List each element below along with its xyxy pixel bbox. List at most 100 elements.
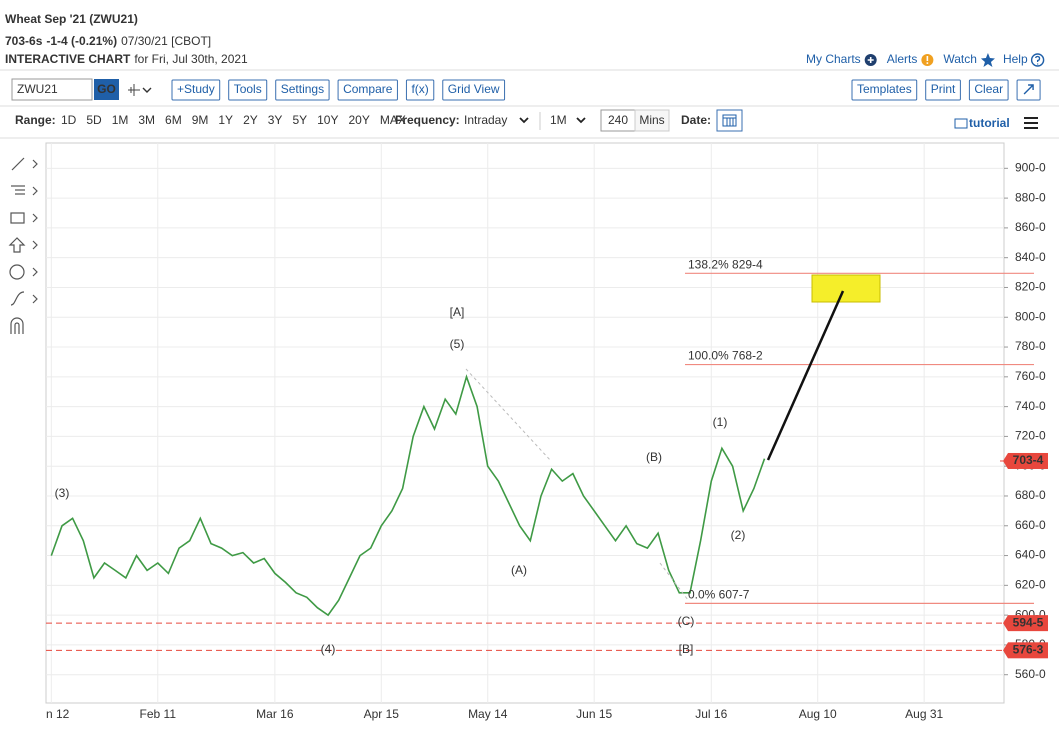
toolbar-button[interactable]: Templates — [851, 79, 918, 101]
icon — [1035, 55, 1041, 65]
range-option[interactable]: 1Y — [218, 113, 233, 127]
menu-icon[interactable] — [1024, 117, 1038, 129]
toolbar-button[interactable]: f(x) — [405, 79, 435, 101]
button-frame[interactable] — [337, 79, 398, 101]
symbol-input[interactable] — [11, 78, 93, 101]
go-button[interactable] — [94, 79, 119, 100]
calendar-button[interactable] — [716, 109, 743, 132]
range-option[interactable]: 5Y — [292, 113, 307, 127]
price-badge — [1008, 615, 1048, 632]
button-frame[interactable] — [851, 79, 918, 101]
button-frame[interactable] — [275, 79, 330, 101]
tool-count[interactable] — [9, 264, 38, 280]
target-zone — [811, 274, 881, 303]
title: Wheat Sep '21 (ZWU21) — [5, 12, 138, 26]
tool-shape[interactable] — [10, 212, 38, 224]
range-option[interactable]: MAX — [380, 113, 406, 127]
expand-button[interactable] — [1016, 79, 1041, 101]
y-tick-label: 780-0 — [1015, 339, 1046, 353]
icon — [867, 57, 874, 63]
toolbar-button[interactable]: Print — [925, 79, 961, 101]
toolbar-button[interactable]: Compare — [337, 79, 398, 101]
tool-arrow[interactable] — [8, 237, 38, 253]
button-label[interactable]: Clear — [974, 82, 1003, 96]
wave-label: [A] — [450, 305, 465, 319]
range-option[interactable]: 1D — [61, 113, 77, 127]
last-price: 703-6s — [5, 34, 43, 48]
button-label[interactable]: Tools — [234, 82, 262, 96]
wave-label: (B) — [646, 450, 662, 464]
tool-fib[interactable] — [11, 185, 38, 196]
x-tick-label: Aug 10 — [799, 707, 837, 721]
wave-label: (4) — [321, 642, 336, 656]
range-option[interactable]: 10Y — [317, 113, 338, 127]
toolbar-button[interactable]: Clear — [968, 79, 1009, 101]
y-tick-label: 840-0 — [1015, 250, 1046, 264]
frequency-select[interactable]: Intraday — [464, 113, 507, 127]
button-label[interactable]: f(x) — [411, 82, 428, 96]
x-tick-label: Feb 11 — [140, 707, 177, 721]
x-tick-label: Jun 15 — [576, 707, 612, 721]
plot-frame — [45, 142, 1005, 704]
link-icon — [1030, 53, 1045, 67]
interval-unit: Mins — [639, 113, 664, 127]
price-badge — [1008, 642, 1048, 659]
calendar-grid[interactable] — [723, 117, 736, 126]
chevron — [519, 117, 529, 124]
header-link[interactable]: Alerts — [887, 52, 918, 66]
button-label[interactable]: +Study — [177, 82, 215, 96]
symbol-value: ZWU21 — [17, 82, 58, 96]
wave-label: (C) — [678, 614, 695, 628]
range-option[interactable]: 1M — [112, 113, 129, 127]
range-option[interactable]: 9M — [192, 113, 209, 127]
y-tick-label: 880-0 — [1015, 190, 1046, 204]
tool-curve[interactable] — [10, 291, 38, 306]
button-frame[interactable] — [405, 79, 435, 101]
button-label[interactable]: Compare — [343, 82, 393, 96]
toolbar-button[interactable]: Tools — [228, 79, 268, 101]
button-label[interactable]: Settings — [281, 82, 324, 96]
button-label[interactable]: Print — [931, 82, 956, 96]
tool-magnet[interactable] — [10, 317, 24, 334]
expand-icon[interactable] — [1023, 84, 1034, 95]
tool-line[interactable] — [11, 157, 38, 171]
y-tick-label: 720-0 — [1015, 429, 1046, 443]
chevron — [576, 117, 586, 124]
period-select[interactable]: 1M — [550, 113, 567, 127]
header-link[interactable]: My Charts — [806, 52, 861, 66]
button-frame[interactable] — [228, 79, 268, 101]
toolbar-button[interactable]: Settings — [275, 79, 330, 101]
tutorial-link[interactable]: tutorial — [969, 116, 1010, 130]
badge-arrow — [1003, 452, 1008, 469]
range-option[interactable]: 6M — [165, 113, 182, 127]
fib-label: 138.2% 829-4 — [688, 257, 763, 271]
button-label[interactable]: Templates — [857, 82, 912, 96]
button-frame[interactable] — [171, 79, 221, 101]
y-tick-label: 900-0 — [1015, 160, 1046, 174]
toolbar-button[interactable]: Grid View — [442, 79, 506, 101]
button-frame[interactable] — [442, 79, 506, 101]
range-option[interactable]: 5D — [86, 113, 102, 127]
trend-dotted — [465, 368, 552, 462]
button-frame[interactable] — [968, 79, 1009, 101]
wave-label: (1) — [713, 415, 728, 429]
header-link[interactable]: Watch — [943, 52, 977, 66]
price-change: -1-4 (-0.21%) — [46, 34, 117, 48]
icon — [980, 53, 995, 67]
y-tick-label: 860-0 — [1015, 220, 1046, 234]
chevron — [142, 87, 152, 93]
button-frame[interactable] — [925, 79, 961, 101]
range-option[interactable]: 3M — [138, 113, 155, 127]
range-option[interactable]: 3Y — [268, 113, 283, 127]
tutorial-icon[interactable] — [954, 118, 968, 129]
range-option[interactable]: 2Y — [243, 113, 258, 127]
button-label[interactable]: Grid View — [448, 82, 500, 96]
wave-label: (2) — [731, 528, 746, 542]
crosshair-icon[interactable] — [128, 84, 140, 96]
icon — [926, 56, 929, 61]
chart-label: INTERACTIVE CHART — [5, 52, 131, 66]
range-option[interactable]: 20Y — [348, 113, 369, 127]
header-link[interactable]: Help — [1003, 52, 1028, 66]
toolbar-button[interactable]: +Study — [171, 79, 221, 101]
wave-label: (A) — [511, 563, 527, 577]
